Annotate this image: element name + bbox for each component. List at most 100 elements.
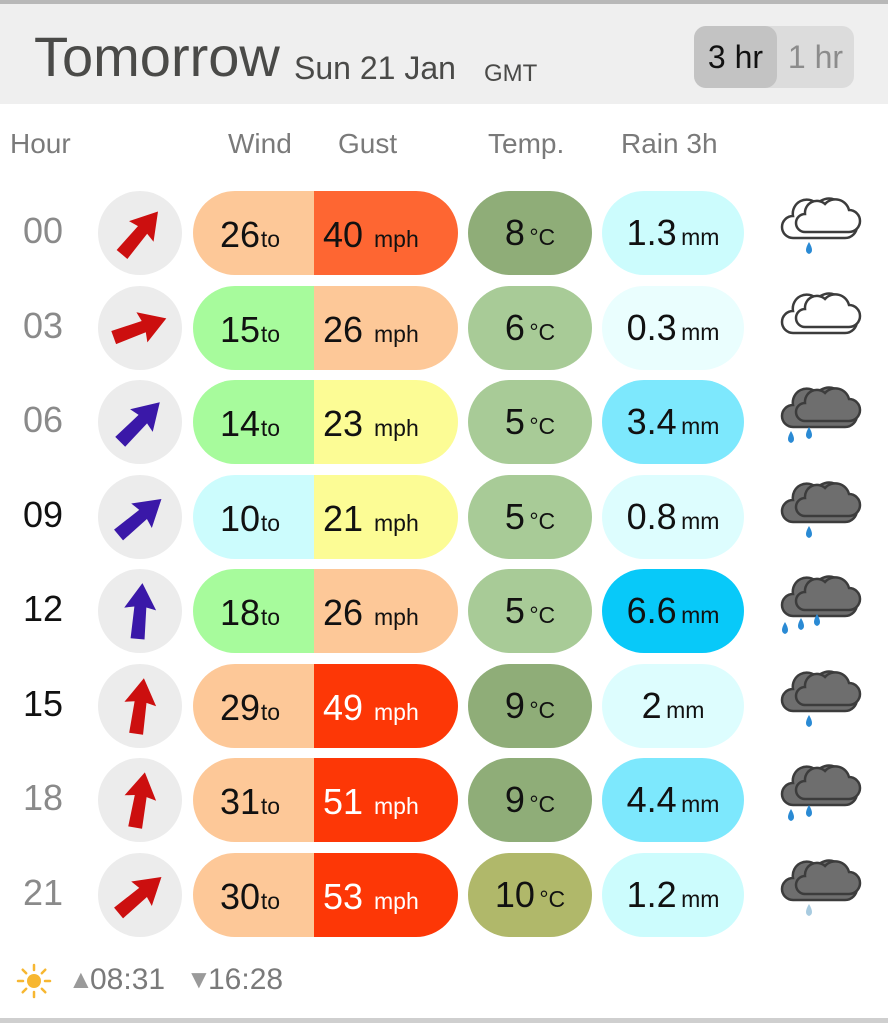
hour-label: 06: [22, 399, 64, 440]
wind-arrow-icon: [111, 311, 167, 344]
toggle-3hr-button[interactable]: 3 hr: [694, 26, 777, 88]
temperature-value: 10: [494, 873, 535, 915]
column-header-wind: Wind: [228, 128, 292, 159]
wind-speed-cell: 29 to: [193, 663, 314, 748]
wind-speed-value: 15: [219, 308, 260, 350]
page-title: Tomorrow: [34, 25, 280, 88]
wind-speed-value: 26: [219, 214, 260, 255]
gust-speed-cell: 53 mph: [314, 852, 458, 937]
gust-speed-cell: 21 mph: [314, 474, 458, 559]
table-row[interactable]: 21 30 to 53 mph 10 °C 1.2 mm: [0, 848, 888, 943]
gust-speed-cell: 49 mph: [314, 663, 458, 748]
cloud-rain-icon: [775, 759, 867, 839]
temperature-value: 8: [504, 212, 525, 253]
wind-direction-indicator: [98, 380, 182, 464]
gust-speed-value: 40: [323, 214, 364, 255]
rain-value: 2: [641, 684, 662, 726]
wind-gust-pill: 14 to 23 mph: [193, 380, 458, 464]
cloud-light-rain-icon: [775, 476, 867, 556]
rain-pill: 3.4 mm: [602, 380, 744, 464]
temperature-unit: °C: [529, 602, 556, 628]
wind-gust-pill: 10 to 21 mph: [193, 474, 458, 559]
wind-speed-cell: 31 to: [193, 758, 314, 842]
temperature-unit: °C: [529, 224, 556, 250]
cloud-light-rain-icon: [775, 665, 867, 745]
bottom-border: [0, 1018, 888, 1023]
temperature-value: 9: [504, 779, 525, 820]
speed-unit-label: mph: [374, 226, 419, 252]
wind-to-label: to: [260, 793, 280, 819]
temperature-unit: °C: [529, 791, 556, 817]
sunrise-time: 08:31: [90, 963, 166, 996]
temperature-unit: °C: [529, 413, 556, 439]
rain-value: 0.3: [626, 306, 677, 348]
rain-pill: 2 mm: [602, 663, 744, 748]
hour-label: 09: [22, 493, 64, 535]
wind-gust-pill: 30 to 53 mph: [193, 852, 458, 937]
header: Tomorrow Sun 21 Jan GMT 3 hr 1 hr: [0, 4, 888, 104]
wind-speed-value: 31: [219, 781, 260, 822]
table-row[interactable]: 03 15 to 26 mph 6 °C 0.3 mm: [0, 281, 888, 376]
table-row[interactable]: 18 31 to 51 mph 9 °C 4.4 mm: [0, 753, 888, 848]
temperature-pill: 5 °C: [468, 380, 592, 464]
column-header-hour: Hour: [10, 128, 71, 159]
wind-speed-value: 18: [219, 592, 260, 633]
temperature-pill: 5 °C: [468, 474, 592, 559]
speed-unit-label: mph: [374, 320, 419, 347]
hour-label: 18: [22, 777, 64, 818]
rain-value: 3.4: [626, 401, 677, 442]
wind-direction-indicator: [98, 758, 182, 842]
wind-gust-pill: 26 to 40 mph: [193, 191, 458, 275]
temperature-unit: °C: [529, 507, 556, 534]
cloud-drizzle-icon: [775, 854, 867, 934]
gust-speed-cell: 26 mph: [314, 285, 458, 370]
column-header-gust: Gust: [338, 128, 398, 159]
sunset-time: 16:28: [208, 963, 284, 996]
table-row[interactable]: 00 26 to 40 mph 8 °C 1.3 mm: [0, 186, 888, 281]
rain-pill: 0.8 mm: [602, 474, 744, 559]
gust-speed-value: 26: [323, 592, 364, 633]
sunset-triangle-icon: ▼: [186, 964, 212, 994]
wind-speed-cell: 26 to: [193, 191, 314, 275]
wind-speed-cell: 14 to: [193, 380, 314, 464]
speed-unit-label: mph: [374, 415, 419, 441]
temperature-pill: 6 °C: [468, 285, 592, 370]
wind-speed-value: 10: [219, 497, 260, 539]
temperature-unit: °C: [539, 885, 566, 912]
table-row[interactable]: 12 18 to 26 mph 5 °C 6.6 mm: [0, 564, 888, 659]
rain-unit: mm: [681, 791, 720, 817]
wind-arrow-icon: [114, 876, 162, 918]
temperature-value: 5: [504, 495, 525, 537]
table-row[interactable]: 06 14 to 23 mph 5 °C 3.4 mm: [0, 375, 888, 470]
wind-arrow-icon: [114, 498, 162, 540]
table-row[interactable]: 15 29 to 49 mph 9 °C 2 mm: [0, 659, 888, 754]
wind-to-label: to: [260, 604, 280, 630]
wind-arrow-icon: [124, 772, 157, 829]
toggle-1hr-button[interactable]: 1 hr: [787, 39, 844, 75]
hour-label: 12: [22, 588, 64, 629]
wind-to-label: to: [260, 226, 280, 252]
temperature-pill: 5 °C: [468, 569, 592, 653]
temperature-pill: 10 °C: [468, 852, 592, 937]
wind-to-label: to: [260, 415, 280, 441]
sun-times: ▲ 08:31 ▼ 16:28: [0, 955, 888, 1005]
speed-unit-label: mph: [374, 793, 419, 819]
rain-unit: mm: [681, 413, 720, 439]
sunrise-triangle-icon: ▲: [68, 964, 94, 994]
gust-speed-value: 51: [323, 781, 364, 822]
speed-unit-label: mph: [374, 698, 419, 725]
wind-direction-indicator: [98, 285, 182, 370]
wind-to-label: to: [260, 698, 280, 725]
wind-arrow-icon: [124, 677, 157, 735]
temperature-value: 9: [504, 684, 525, 726]
sun-icon: [16, 963, 52, 1004]
gust-speed-cell: 26 mph: [314, 569, 458, 653]
temperature-unit: °C: [529, 696, 556, 723]
column-header-rain: Rain 3h: [621, 128, 718, 159]
wind-direction-indicator: [98, 191, 182, 275]
temperature-value: 6: [504, 306, 525, 348]
table-row[interactable]: 09 10 to 21 mph 5 °C 0.8 mm: [0, 470, 888, 565]
speed-unit-label: mph: [374, 509, 419, 536]
rain-pill: 0.3 mm: [602, 285, 744, 370]
cloud-rain-icon: [775, 381, 867, 461]
